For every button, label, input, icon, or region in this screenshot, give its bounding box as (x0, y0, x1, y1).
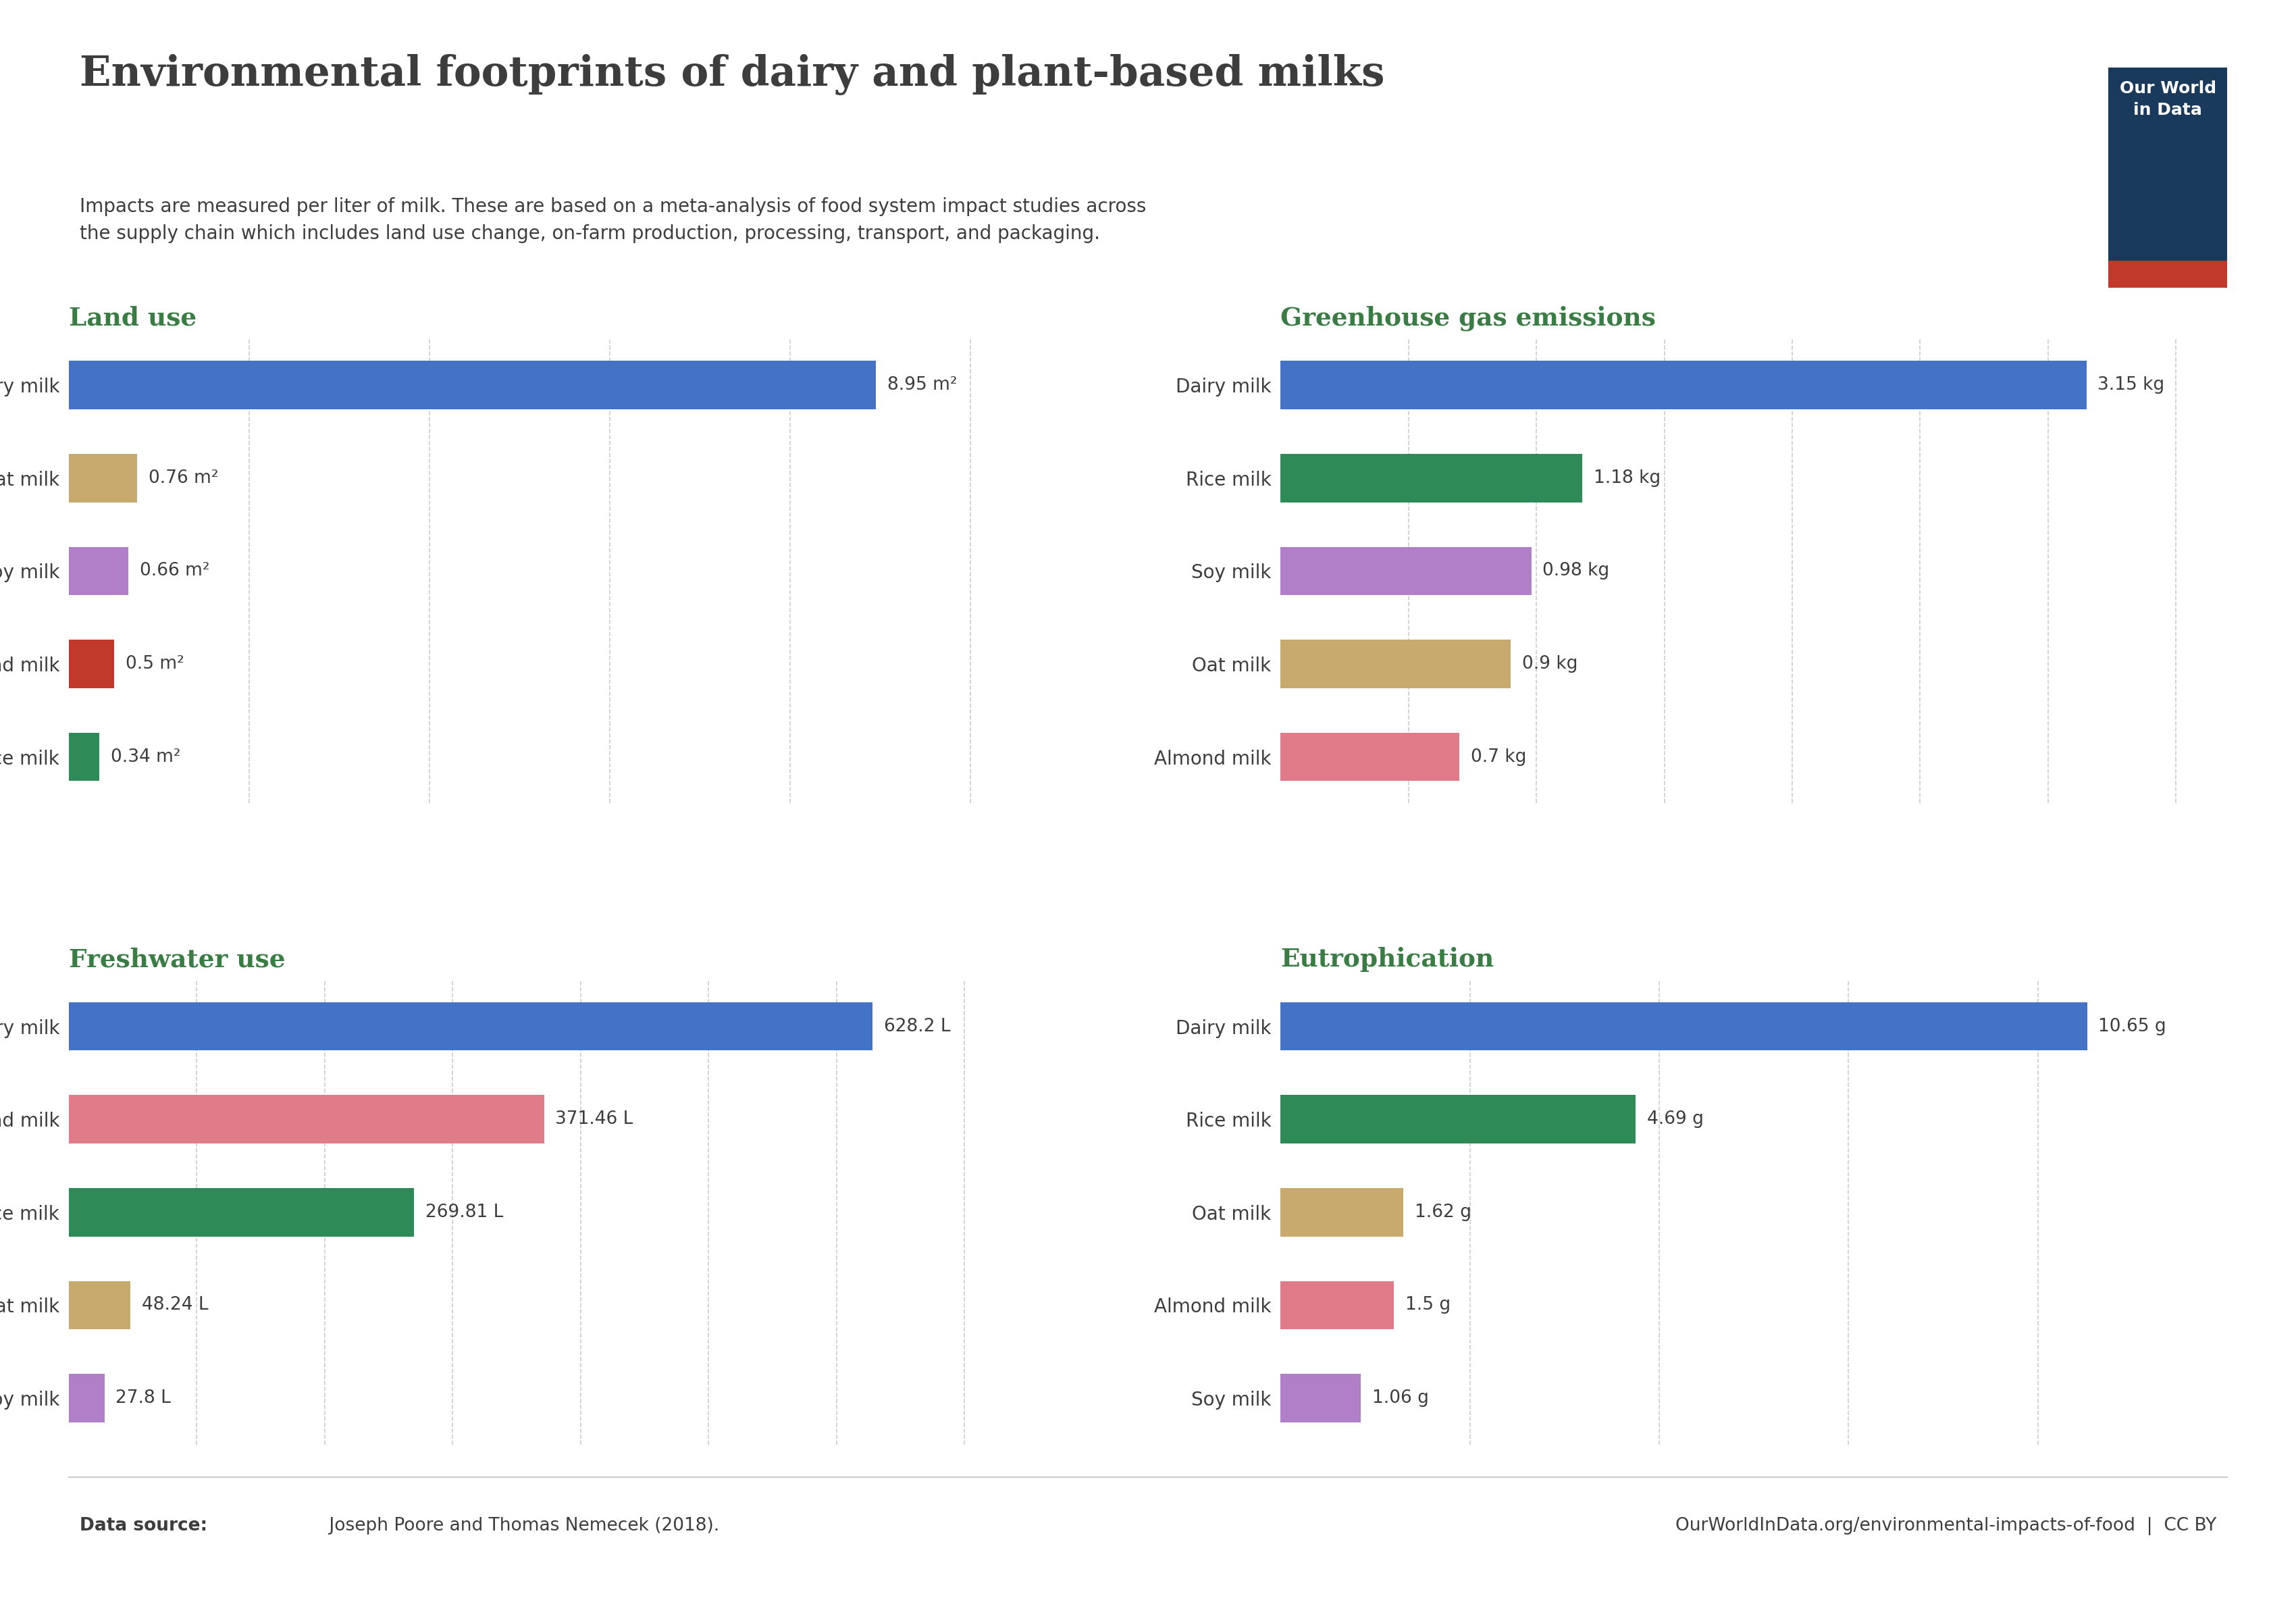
Text: 1.18 kg: 1.18 kg (1593, 468, 1660, 486)
Bar (1281, 640, 1511, 687)
Text: 0.5 m²: 0.5 m² (126, 655, 184, 673)
Bar (1281, 361, 2087, 408)
Text: 0.98 kg: 0.98 kg (1543, 562, 1609, 580)
Text: 0.9 kg: 0.9 kg (1522, 655, 1577, 673)
Bar (1281, 546, 1531, 595)
Text: 269.81 L: 269.81 L (425, 1203, 503, 1221)
Bar (1281, 454, 1582, 503)
Bar (1281, 733, 1460, 781)
Text: 1.62 g: 1.62 g (1414, 1203, 1472, 1221)
Bar (1281, 1096, 1635, 1143)
Text: 628.2 L: 628.2 L (884, 1018, 951, 1036)
Bar (2108, 261, 2227, 287)
Text: Land use: Land use (69, 306, 197, 331)
Text: Impacts are measured per liter of milk. These are based on a meta-analysis of fo: Impacts are measured per liter of milk. … (80, 198, 1146, 243)
Text: 0.34 m²: 0.34 m² (110, 747, 181, 765)
Text: 3.15 kg: 3.15 kg (2099, 376, 2165, 394)
Bar (69, 733, 99, 781)
Text: 1.5 g: 1.5 g (1405, 1297, 1451, 1315)
Bar (2108, 66, 2227, 266)
Text: 8.95 m²: 8.95 m² (886, 376, 957, 394)
Bar (1281, 1375, 1362, 1422)
Text: 27.8 L: 27.8 L (115, 1389, 172, 1407)
Text: Joseph Poore and Thomas Nemecek (2018).: Joseph Poore and Thomas Nemecek (2018). (324, 1517, 719, 1535)
Text: 0.7 kg: 0.7 kg (1472, 747, 1527, 765)
Text: Data source:: Data source: (80, 1517, 207, 1535)
Text: Freshwater use: Freshwater use (69, 947, 285, 973)
Bar (69, 1281, 131, 1329)
Bar (1281, 1002, 2087, 1050)
Text: Greenhouse gas emissions: Greenhouse gas emissions (1281, 306, 1655, 331)
Bar (69, 361, 875, 408)
Text: 0.66 m²: 0.66 m² (140, 562, 209, 580)
Text: 4.69 g: 4.69 g (1646, 1110, 1704, 1128)
Bar (69, 1188, 413, 1237)
Bar (1281, 1281, 1394, 1329)
Bar (69, 1002, 872, 1050)
Bar (69, 546, 129, 595)
Bar (69, 640, 115, 687)
Text: Eutrophication: Eutrophication (1281, 947, 1495, 973)
Text: 48.24 L: 48.24 L (142, 1297, 209, 1315)
Bar (69, 1096, 544, 1143)
Text: OurWorldInData.org/environmental-impacts-of-food  |  CC BY: OurWorldInData.org/environmental-impacts… (1676, 1517, 2216, 1535)
Text: 10.65 g: 10.65 g (2099, 1018, 2167, 1036)
Text: 1.06 g: 1.06 g (1373, 1389, 1428, 1407)
Text: 0.76 m²: 0.76 m² (149, 468, 218, 486)
Text: Our World
in Data: Our World in Data (2119, 81, 2216, 118)
Bar (69, 454, 138, 503)
Bar (69, 1375, 103, 1422)
Text: Environmental footprints of dairy and plant-based milks: Environmental footprints of dairy and pl… (80, 53, 1384, 96)
Text: 371.46 L: 371.46 L (556, 1110, 634, 1128)
Bar (1281, 1188, 1403, 1237)
